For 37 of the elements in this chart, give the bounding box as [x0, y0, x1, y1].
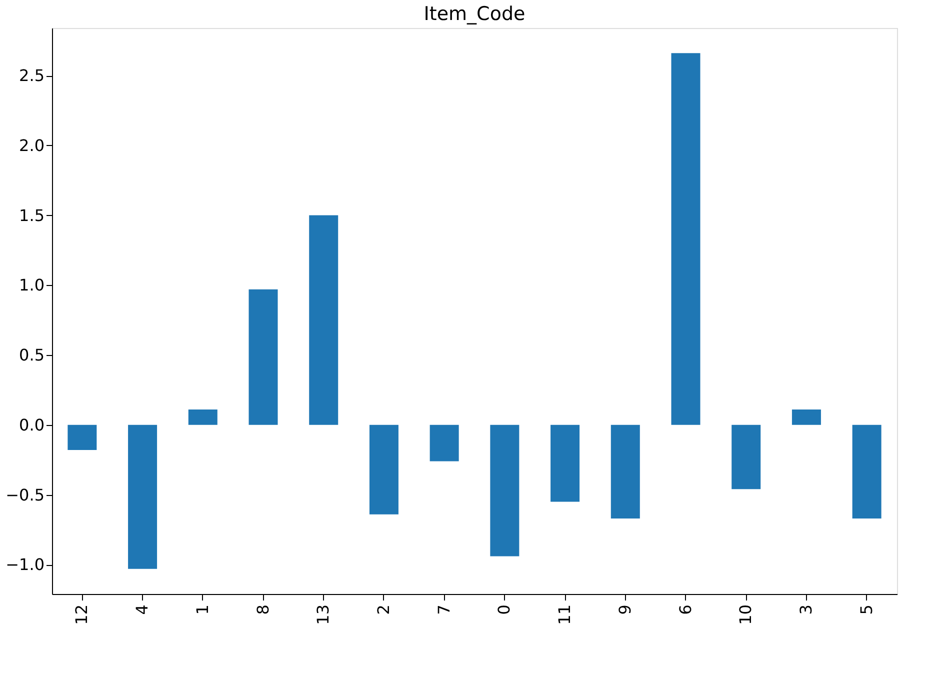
bar: [248, 289, 278, 425]
x-tick-label: 13: [314, 604, 333, 625]
x-tick-label: 12: [72, 604, 92, 625]
x-tick-label: 6: [676, 604, 695, 615]
y-tick-label: −1.0: [6, 555, 44, 574]
y-tick-label: 1.0: [19, 276, 44, 295]
x-tick-label: 9: [615, 604, 634, 615]
y-tick-label: 2.5: [19, 66, 44, 86]
y-tick-label: 1.5: [19, 206, 44, 225]
bar: [550, 424, 580, 502]
bar: [732, 424, 761, 490]
bar: [610, 424, 640, 519]
y-tick-label: −0.5: [6, 485, 44, 504]
x-tick-label: 4: [132, 604, 152, 615]
x-tick-label: 11: [555, 604, 574, 625]
bar: [369, 424, 398, 514]
bar: [188, 410, 218, 425]
x-tick-label: 2: [374, 604, 393, 615]
bar: [792, 410, 821, 425]
bar: [309, 215, 338, 425]
chart-title: Item_Code: [424, 3, 526, 25]
bar: [68, 424, 97, 450]
bar: [852, 424, 882, 519]
x-tick-label: 3: [796, 604, 816, 615]
x-tick-label: 5: [856, 604, 876, 615]
bar: [671, 53, 700, 425]
x-tick-label: 10: [736, 604, 756, 625]
y-tick-label: 0.0: [19, 415, 44, 434]
x-tick-label: 0: [494, 604, 514, 615]
x-tick-label: 7: [434, 604, 454, 615]
bar: [490, 424, 520, 556]
bar: [430, 424, 459, 462]
y-tick-label: 2.0: [19, 136, 44, 155]
x-tick-label: 8: [253, 604, 272, 615]
x-tick-label: 1: [192, 604, 212, 615]
bar: [128, 424, 158, 569]
y-tick-label: 0.5: [19, 346, 44, 365]
